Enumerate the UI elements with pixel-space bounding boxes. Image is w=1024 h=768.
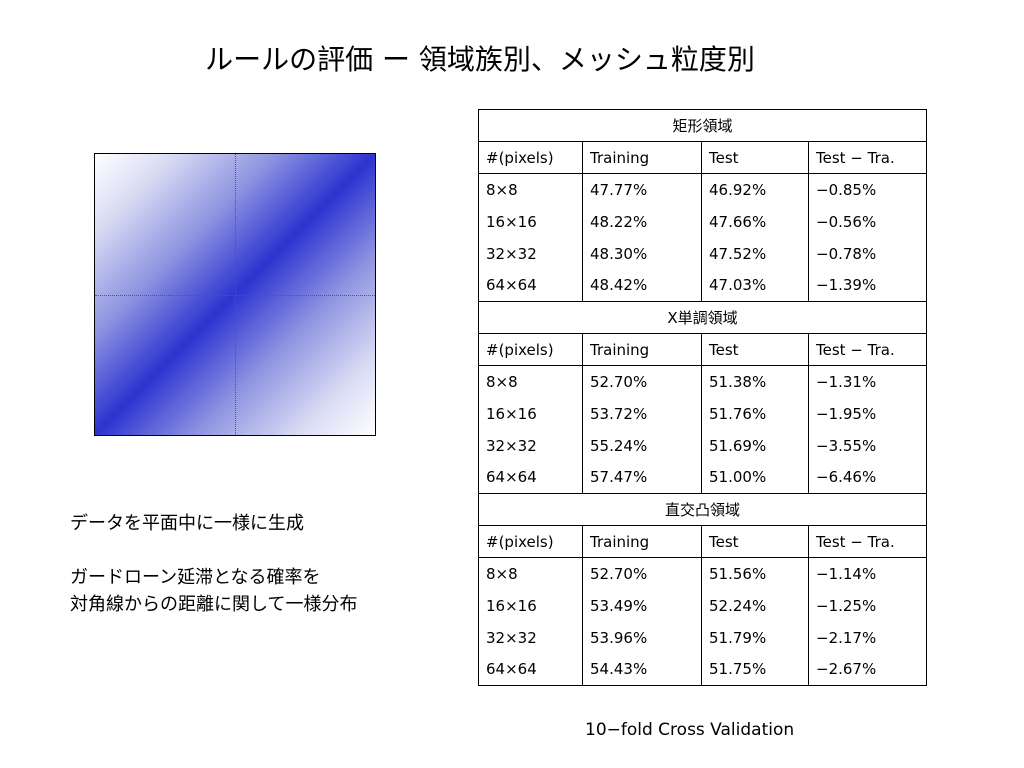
column-header-pixels: #(pixels) [478,525,583,558]
column-header-difference: Test − Tra. [807,333,928,366]
cell-test: 52.24% [701,589,809,622]
cell-pixels: 8×8 [478,173,583,206]
cell-difference: −1.31% [807,365,928,398]
cell-pixels: 16×16 [478,397,583,430]
cell-pixels: 32×32 [478,621,583,654]
table-row: 8×8 52.70% 51.38% −1.31% [478,365,928,398]
cell-pixels: 32×32 [478,237,583,270]
table-row: 16×16 48.22% 47.66% −0.56% [478,205,928,238]
cell-difference: −3.55% [807,429,928,462]
cell-training: 57.47% [582,461,702,494]
table-row: 64×64 48.42% 47.03% −1.39% [478,269,928,302]
cell-difference: −0.56% [807,205,928,238]
results-table: 矩形領域 #(pixels) Training Test Test − Tra.… [477,109,928,686]
table-row: 32×32 53.96% 51.79% −2.17% [478,621,928,654]
section-title: 直交凸領域 [477,493,928,526]
slide-title: ルールの評価 ー 領域族別、メッシュ粒度別 [205,43,755,76]
cell-training: 53.49% [582,589,702,622]
column-header-pixels: #(pixels) [478,141,583,174]
cell-training: 52.70% [582,557,702,590]
column-header-row: #(pixels) Training Test Test − Tra. [478,141,928,174]
cell-test: 51.76% [701,397,809,430]
cell-pixels: 64×64 [478,461,583,494]
cell-difference: −6.46% [807,461,928,494]
column-header-training: Training [582,141,702,174]
cell-difference: −2.17% [807,621,928,654]
cell-pixels: 64×64 [478,653,583,686]
section-header-row: X単調領域 [477,301,928,334]
vertical-guide-line [235,154,236,435]
cell-training: 48.30% [582,237,702,270]
cell-training: 47.77% [582,173,702,206]
table-row: 64×64 54.43% 51.75% −2.67% [478,653,928,686]
description-line-1: データを平面中に一様に生成 [70,513,304,534]
cell-difference: −1.14% [807,557,928,590]
cell-difference: −2.67% [807,653,928,686]
cell-difference: −1.39% [807,269,928,302]
cell-pixels: 8×8 [478,365,583,398]
cell-difference: −1.95% [807,397,928,430]
column-header-difference: Test − Tra. [807,141,928,174]
cell-test: 51.56% [701,557,809,590]
cell-pixels: 16×16 [478,205,583,238]
column-header-training: Training [582,333,702,366]
column-header-row: #(pixels) Training Test Test − Tra. [478,333,928,366]
cell-test: 46.92% [701,173,809,206]
cell-difference: −0.85% [807,173,928,206]
cell-pixels: 16×16 [478,589,583,622]
cell-test: 51.69% [701,429,809,462]
cell-test: 51.79% [701,621,809,654]
cell-training: 48.42% [582,269,702,302]
cell-training: 53.96% [582,621,702,654]
cell-test: 47.52% [701,237,809,270]
cell-training: 53.72% [582,397,702,430]
cell-training: 48.22% [582,205,702,238]
table-row: 16×16 53.72% 51.76% −1.95% [478,397,928,430]
cell-training: 54.43% [582,653,702,686]
cell-training: 52.70% [582,365,702,398]
cell-pixels: 64×64 [478,269,583,302]
table-row: 64×64 57.47% 51.00% −6.46% [478,461,928,494]
cell-difference: −0.78% [807,237,928,270]
table-row: 16×16 53.49% 52.24% −1.25% [478,589,928,622]
cell-test: 51.75% [701,653,809,686]
column-header-difference: Test − Tra. [807,525,928,558]
column-header-pixels: #(pixels) [478,333,583,366]
cell-pixels: 32×32 [478,429,583,462]
column-header-test: Test [701,141,809,174]
cell-difference: −1.25% [807,589,928,622]
table-row: 32×32 48.30% 47.52% −0.78% [478,237,928,270]
cell-pixels: 8×8 [478,557,583,590]
section-header-row: 矩形領域 [477,109,928,142]
diagonal-gradient-figure [94,153,376,436]
column-header-test: Test [701,525,809,558]
section-title: X単調領域 [477,301,928,334]
footnote: 10−fold Cross Validation [585,720,795,740]
description-line-3: 対角線からの距離に関して一様分布 [70,594,358,615]
table-row: 32×32 55.24% 51.69% −3.55% [478,429,928,462]
cell-test: 47.66% [701,205,809,238]
column-header-training: Training [582,525,702,558]
column-header-test: Test [701,333,809,366]
section-header-row: 直交凸領域 [477,493,928,526]
cell-test: 51.00% [701,461,809,494]
cell-training: 55.24% [582,429,702,462]
cell-test: 47.03% [701,269,809,302]
section-title: 矩形領域 [477,109,928,142]
table-row: 8×8 47.77% 46.92% −0.85% [478,173,928,206]
column-header-row: #(pixels) Training Test Test − Tra. [478,525,928,558]
table-row: 8×8 52.70% 51.56% −1.14% [478,557,928,590]
description-line-2: ガードローン延滞となる確率を [70,567,321,588]
horizontal-guide-line [95,295,375,296]
cell-test: 51.38% [701,365,809,398]
